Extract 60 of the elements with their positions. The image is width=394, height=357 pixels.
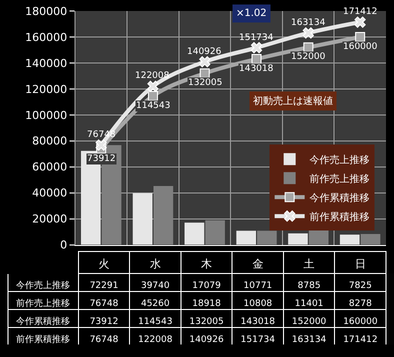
x-tick-label: 金 [252, 258, 264, 271]
text: 前作累積推移 [16, 335, 70, 346]
text: 前作売上推移 [16, 299, 70, 310]
y-tick-label: 40000 [32, 186, 68, 200]
data-label: 122008 [138, 335, 173, 346]
annotation: 132005 [188, 78, 222, 88]
annotation: 73912 [87, 154, 116, 164]
data-label: 8278 [348, 299, 372, 310]
data-label: 143018 [240, 317, 276, 328]
x-tick-label: 日 [354, 258, 366, 271]
legend-label: 前作売上推移 [310, 173, 370, 185]
y-tick-label: 20000 [32, 212, 68, 226]
data-label: 114543 [138, 317, 172, 328]
data-label: 140926 [189, 335, 224, 346]
y-tick-label: 80000 [32, 134, 68, 148]
data-label: 39740 [140, 281, 170, 292]
annotation: 163134 [291, 18, 326, 28]
annotation: ×1.02 [236, 8, 267, 19]
data-label: 132005 [189, 317, 224, 328]
data-label: 45260 [140, 299, 170, 310]
data-label: 72291 [90, 281, 118, 292]
data-label: 160000 [343, 317, 378, 328]
annotation: 140926 [187, 47, 222, 57]
y-tick-label: 180000 [25, 4, 68, 18]
data-label: 10771 [244, 281, 272, 292]
y-tick-label: 140000 [25, 56, 68, 70]
data-label: 7825 [348, 281, 372, 292]
y-tick-label: 100000 [25, 108, 68, 122]
y-tick-label: 160000 [25, 30, 68, 44]
annotation: 151734 [239, 33, 274, 43]
data-label: 8785 [298, 281, 321, 292]
annotation: 143018 [239, 64, 274, 74]
text: 今作売上推移 [16, 281, 70, 292]
annotation: 114543 [136, 101, 170, 111]
data-label: 76748 [90, 335, 119, 346]
legend-label: 今作累積推移 [310, 192, 370, 204]
x-tick-label: 木 [201, 258, 212, 271]
annotation: 171412 [343, 7, 378, 17]
legend-label: 今作売上推移 [310, 154, 370, 166]
y-tick-label: 120000 [25, 82, 68, 96]
data-label: 152000 [292, 317, 327, 328]
data-label: 73912 [90, 317, 118, 328]
x-tick-label: 火 [98, 258, 110, 271]
text: 今作累積推移 [16, 317, 70, 328]
data-label: 163134 [292, 335, 327, 346]
data-label: 17079 [192, 281, 222, 292]
data-label: 76748 [90, 299, 119, 310]
annotation: 160000 [343, 42, 378, 52]
data-label: 18918 [192, 299, 222, 310]
annotation: 初動売上は速報値 [253, 95, 333, 107]
x-tick-label: 土 [304, 258, 315, 271]
y-tick-label: 60000 [32, 160, 68, 174]
data-label: 10808 [244, 299, 272, 310]
y-tick-label: 0 [60, 238, 68, 252]
data-label: 151734 [240, 335, 276, 346]
data-label: 11401 [294, 299, 324, 310]
legend-label: 前作累積推移 [310, 211, 370, 223]
data-label: 171412 [343, 335, 378, 346]
x-tick-label: 水 [150, 258, 161, 271]
annotation: 152000 [291, 52, 326, 62]
